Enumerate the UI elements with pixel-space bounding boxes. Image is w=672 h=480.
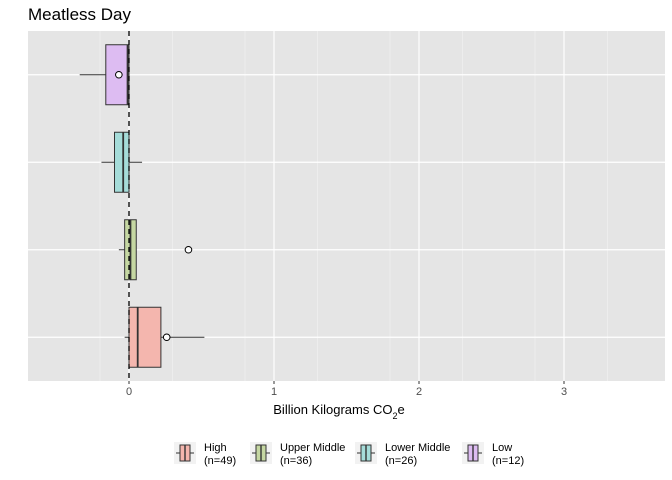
x-axis-title-suffix: e: [397, 402, 404, 417]
x-axis-title-main: Billion Kilograms CO: [273, 402, 392, 417]
outlier-point: [184, 245, 193, 254]
box-lower-middle: [101, 131, 143, 193]
legend-label: Upper Middle: [280, 442, 345, 454]
legend-label: Low: [492, 442, 512, 454]
legend-label: High: [204, 442, 227, 454]
x-axis-title-subscript: 2: [392, 411, 397, 421]
legend-item-upper-middle: Upper Middle(n=36): [250, 442, 345, 467]
legend-item-lower-middle: Lower Middle(n=26): [355, 442, 450, 467]
legend-item-high: High(n=49): [174, 442, 236, 467]
legend-label: Lower Middle: [385, 442, 450, 454]
boxes: [79, 44, 205, 368]
box-body: [114, 131, 130, 193]
points: [115, 70, 193, 342]
x-tick-label: 3: [561, 386, 567, 398]
x-tick-label: 0: [126, 386, 132, 398]
chart-title: Meatless Day: [28, 5, 131, 24]
legend: High(n=49) Upper Middle(n=36) Lower Middle…: [174, 442, 524, 467]
x-tick-label: 2: [416, 386, 422, 398]
legend-count: (n=49): [204, 455, 236, 467]
legend-count: (n=36): [280, 455, 312, 467]
x-axis-title: Billion Kilograms CO2e: [273, 402, 404, 421]
legend-item-low: Low(n=12): [462, 442, 524, 467]
x-tick-label: 1: [271, 386, 277, 398]
box-high: [124, 306, 205, 368]
box-upper-middle: [118, 219, 137, 281]
legend-count: (n=12): [492, 455, 524, 467]
mean-point: [162, 333, 171, 342]
mean-point: [115, 70, 123, 79]
box-body: [128, 306, 162, 368]
x-axis: 0 1 2 3: [126, 381, 567, 398]
legend-count: (n=26): [385, 455, 417, 467]
